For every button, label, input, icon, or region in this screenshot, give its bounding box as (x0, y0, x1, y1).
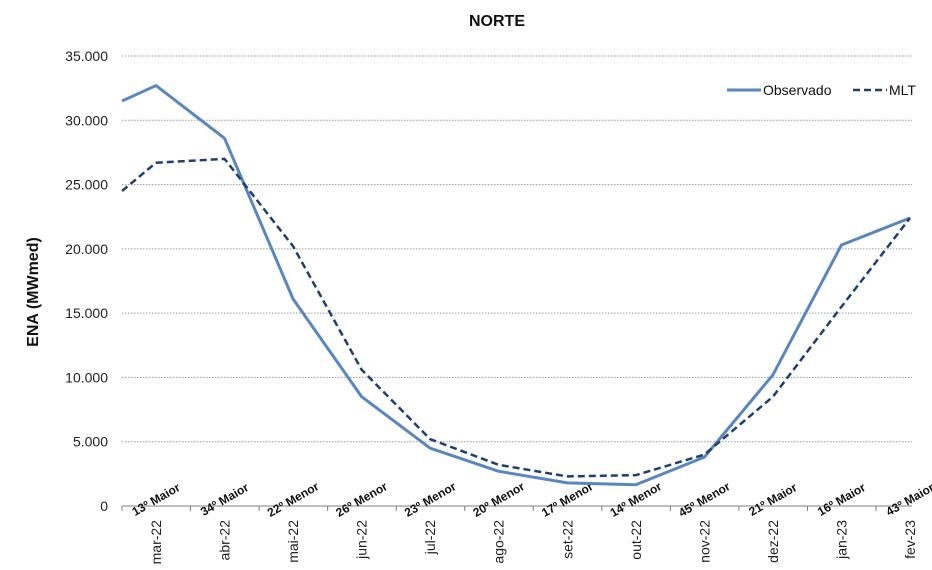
y-axis-ticks: 0 5.000 10.000 15.000 20.000 25.000 30.000 35.0… (65, 48, 108, 514)
rank-label: 34º Maior (198, 480, 251, 519)
legend-label: Observado (763, 82, 832, 98)
y-tick-label: 15.000 (65, 305, 108, 321)
y-tick-label: 10.000 (65, 369, 108, 385)
rank-label: 17º Menor (539, 479, 596, 520)
x-tick-label: set-22 (559, 520, 575, 559)
rank-label: 45º Menor (676, 479, 733, 520)
x-tick-label: jun-22 (354, 520, 370, 560)
rank-label: 43º Maior (884, 480, 932, 519)
x-tick-label: jan-23 (833, 520, 849, 560)
y-axis-label: ENA (MWmed) (25, 237, 42, 347)
x-tick-label: abr-22 (217, 520, 233, 561)
x-tick-label: mai-22 (285, 520, 301, 563)
series-line-mlt (121, 157, 911, 478)
y-tick-label: 35.000 (65, 48, 108, 64)
x-tick-label: ago-22 (491, 520, 507, 564)
x-tick-label: nov-22 (696, 520, 712, 563)
series-line-observado (121, 84, 911, 487)
gridlines (122, 55, 912, 443)
rank-label: 22º Menor (265, 479, 322, 520)
rank-label: 13º Maior (130, 480, 183, 519)
rank-label: 26º Menor (333, 479, 390, 520)
y-tick-label: 20.000 (65, 241, 108, 257)
y-tick-label: 5.000 (73, 434, 108, 450)
legend-label: MLT (889, 82, 916, 98)
y-tick-label: 0 (100, 498, 108, 514)
x-tick-label: fev-23 (902, 520, 918, 559)
y-tick-label: 30.000 (65, 112, 108, 128)
x-tick-label: jul-22 (422, 520, 438, 555)
rank-label: 20º Menor (471, 479, 528, 520)
series-lines (121, 84, 911, 487)
legend: Observado MLT (727, 82, 916, 98)
rank-label: 23º Menor (402, 479, 459, 520)
rank-label: 16º Maior (815, 480, 868, 519)
chart-title: NORTE (469, 13, 525, 30)
x-axis-ticks: mar-22 abr-22 mai-22 jun-22 jul-22 ago-22 set-… (121, 506, 918, 565)
y-tick-label: 25.000 (65, 177, 108, 193)
x-tick-label: out-22 (628, 520, 644, 560)
x-tick-label: dez-22 (765, 520, 781, 563)
rank-label: 21º Maior (746, 480, 799, 519)
x-tick-label: mar-22 (148, 520, 164, 565)
rank-labels: 13º Maior 34º Maior 22º Menor 26º Menor 23º … (130, 479, 932, 520)
